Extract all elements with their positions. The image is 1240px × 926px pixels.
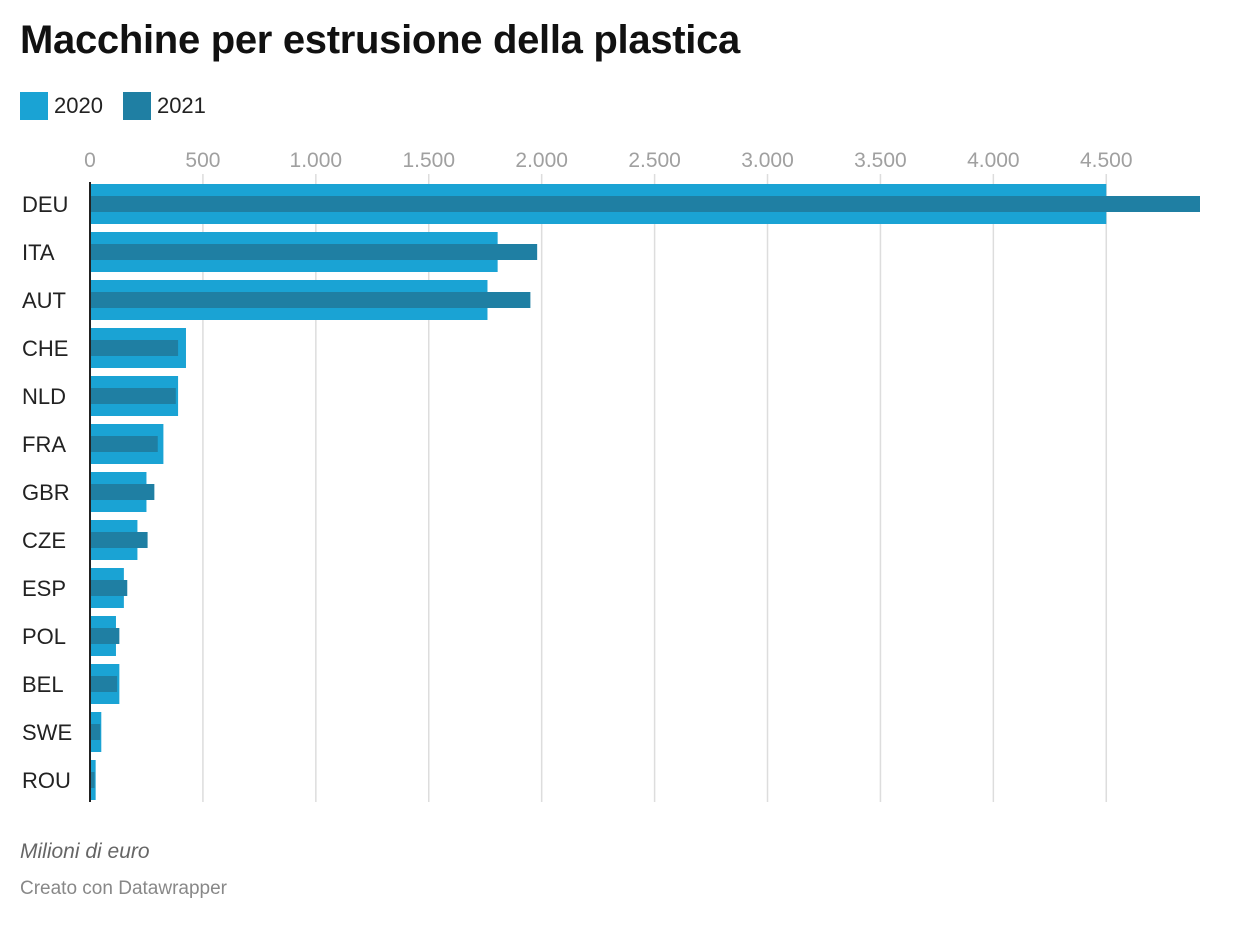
category-label: AUT <box>22 288 66 313</box>
x-tick-label: 3.500 <box>854 149 907 172</box>
bar-chart: 0 500 1.000 1.500 2.000 2.500 3.000 3.500 4.000 4… <box>22 149 1200 802</box>
legend-label-2020: 2020 <box>54 93 103 118</box>
x-tick-label: 4.500 <box>1080 149 1133 172</box>
bar-2021 <box>90 292 531 308</box>
x-tick-label: 500 <box>185 149 220 172</box>
bar-2021 <box>90 196 1200 212</box>
category-label: DEU <box>22 192 68 217</box>
legend-swatch-2020 <box>20 92 48 120</box>
legend: 2020 2021 <box>20 92 226 120</box>
x-tick-label: 0 <box>84 149 96 172</box>
category-label: SWE <box>22 720 72 745</box>
category-label: GBR <box>22 480 70 505</box>
chart-title: Macchine per estrusione della plastica <box>20 18 740 62</box>
bar-2021 <box>90 244 538 260</box>
category-label: ROU <box>22 768 71 793</box>
legend-item-2021: 2021 <box>122 92 206 120</box>
category-label: NLD <box>22 384 66 409</box>
x-tick-label: 3.000 <box>741 149 794 172</box>
credit-text: Creato con Datawrapper <box>20 878 227 899</box>
bar-2021 <box>90 676 118 692</box>
category-label: ITA <box>22 240 55 265</box>
bar-2021 <box>90 436 158 452</box>
legend-label-2021: 2021 <box>156 93 206 118</box>
x-tick-label: 4.000 <box>967 149 1020 172</box>
legend-swatch-2021 <box>122 92 151 120</box>
category-label: CHE <box>22 336 68 361</box>
x-tick-label: 2.000 <box>515 149 568 172</box>
bar-2021 <box>90 532 148 548</box>
bar-2021 <box>90 772 95 788</box>
unit-note: Milioni di euro <box>20 840 150 863</box>
x-tick-label: 2.500 <box>628 149 681 172</box>
x-tick-label: 1.500 <box>402 149 455 172</box>
bar-2021 <box>90 388 176 404</box>
legend-item-2020: 2020 <box>20 92 103 120</box>
category-label: POL <box>22 624 66 649</box>
x-tick-label: 1.000 <box>290 149 343 172</box>
category-label: ESP <box>22 576 66 601</box>
bar-2021 <box>90 484 155 500</box>
category-label: FRA <box>22 432 66 457</box>
category-label: CZE <box>22 528 66 553</box>
category-label: BEL <box>22 672 64 697</box>
bar-2021 <box>90 340 179 356</box>
bar-2021 <box>90 580 128 596</box>
bar-2021 <box>90 628 120 644</box>
bar-2021 <box>90 724 101 740</box>
